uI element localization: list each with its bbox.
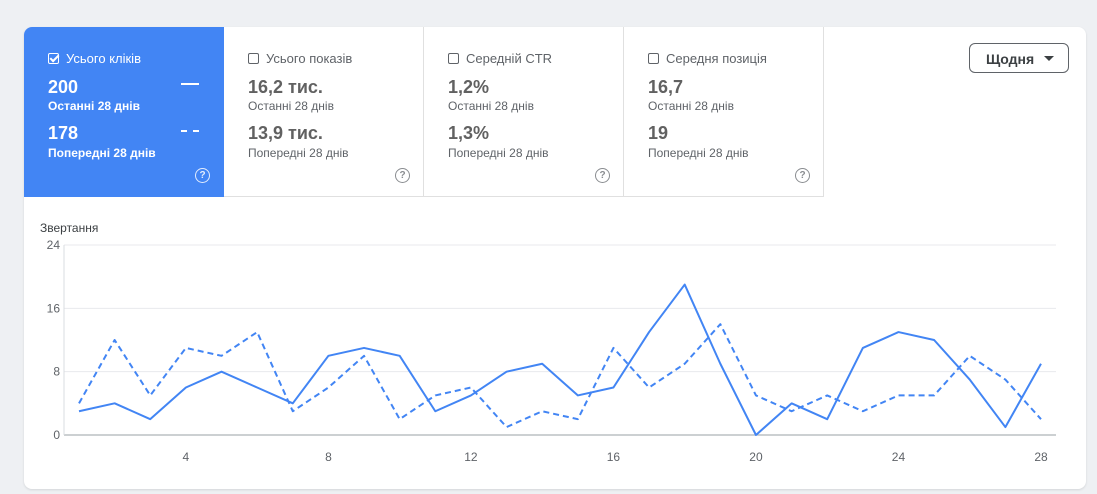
x-tick-label: 16 (607, 450, 621, 464)
previous-period-series-line (78, 323, 1042, 429)
checkbox-icon[interactable] (448, 53, 459, 64)
checkbox-icon[interactable] (648, 53, 659, 64)
x-tick-label: 24 (892, 450, 906, 464)
previous-value: 1,3% (448, 123, 490, 143)
help-icon[interactable]: ? (595, 168, 610, 183)
dropdown-label: Щодня (986, 51, 1035, 67)
y-tick-label: 24 (47, 238, 61, 252)
solid-line-legend-icon (181, 83, 199, 85)
current-value: 1,2% (448, 77, 490, 97)
dashed-line-legend-icon (181, 130, 199, 132)
tile-label: Усього кліків (66, 51, 141, 66)
tile-label: Усього показів (266, 51, 353, 66)
help-icon[interactable]: ? (795, 168, 810, 183)
help-icon[interactable]: ? (195, 168, 210, 183)
x-tick-label: 20 (749, 450, 763, 464)
tile-label: Середня позиція (666, 51, 767, 66)
y-axis-label: Звертання (40, 221, 98, 235)
x-tick-label: 8 (325, 450, 332, 464)
clicks-line-chart: Звертання 0 8 16 24 4 8 12 16 20 24 28 (40, 221, 1056, 464)
x-tick-label: 28 (1034, 450, 1048, 464)
current-period-label: Останні 28 днів (48, 99, 140, 113)
current-value: 16,2 тис. (248, 77, 323, 97)
checkbox-icon[interactable] (248, 53, 259, 64)
x-tick-label: 4 (183, 450, 190, 464)
current-period-label: Останні 28 днів (448, 99, 534, 113)
current-period-label: Останні 28 днів (248, 99, 334, 113)
y-tick-label: 8 (53, 365, 60, 379)
y-tick-label: 16 (47, 301, 61, 315)
tile-header: Усього показів (248, 51, 352, 66)
tile-average-position[interactable]: Середня позиція 16,7 Останні 28 днів 19 … (624, 27, 824, 197)
current-period-series-line (78, 283, 1042, 436)
x-tick-label: 12 (464, 450, 478, 464)
previous-period-label: Попередні 28 днів (248, 146, 349, 160)
previous-period-label: Попередні 28 днів (448, 146, 549, 160)
tile-average-ctr[interactable]: Середній CTR 1,2% Останні 28 днів 1,3% П… (424, 27, 624, 197)
granularity-dropdown[interactable]: Щодня (969, 43, 1069, 73)
tile-total-impressions[interactable]: Усього показів 16,2 тис. Останні 28 днів… (224, 27, 424, 197)
previous-value: 13,9 тис. (248, 123, 323, 143)
current-period-label: Останні 28 днів (648, 99, 734, 113)
previous-period-label: Попередні 28 днів (48, 146, 156, 160)
dropdown-arrow-icon (1044, 56, 1054, 61)
help-icon[interactable]: ? (395, 168, 410, 183)
previous-period-label: Попередні 28 днів (648, 146, 749, 160)
checkbox-icon[interactable] (48, 53, 59, 64)
previous-value: 19 (648, 123, 669, 143)
current-value: 16,7 (648, 77, 684, 97)
previous-value: 178 (48, 123, 79, 143)
tile-total-clicks[interactable]: Усього кліків 200 Останні 28 днів 178 По… (24, 27, 224, 197)
current-value: 200 (48, 77, 79, 97)
tile-label: Середній CTR (466, 51, 553, 66)
tile-header: Середній CTR (448, 51, 552, 66)
y-tick-label: 0 (53, 428, 60, 442)
performance-card: Усього кліків 200 Останні 28 днів 178 По… (24, 27, 1086, 489)
tile-header: Середня позиція (648, 51, 767, 66)
tile-header: Усього кліків (48, 51, 141, 66)
